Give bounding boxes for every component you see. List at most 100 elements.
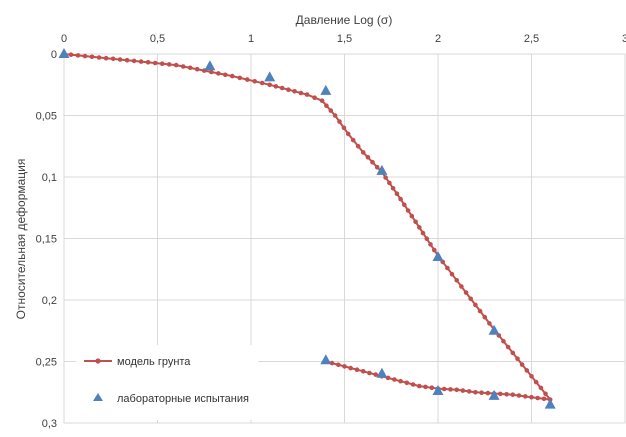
model-point	[498, 392, 503, 397]
x-tick-label: 2,5	[524, 33, 539, 45]
model-point	[383, 175, 388, 180]
lab-point	[264, 71, 275, 81]
model-point	[292, 89, 297, 94]
model-point	[181, 64, 186, 69]
model-point	[501, 339, 506, 344]
lab-point	[59, 48, 70, 58]
model-point	[305, 92, 310, 97]
model-point	[406, 208, 411, 213]
model-point	[280, 86, 285, 91]
x-tick-label: 0	[61, 33, 67, 45]
model-point	[111, 57, 116, 62]
model-point	[367, 371, 372, 376]
model-point	[337, 119, 342, 124]
model-point	[174, 63, 179, 68]
model-point	[342, 126, 347, 131]
model-point	[467, 389, 472, 394]
model-point	[448, 387, 453, 392]
model-point	[216, 71, 221, 76]
model-point	[245, 77, 250, 82]
model-point	[238, 76, 243, 81]
model-point	[542, 397, 547, 402]
model-point	[411, 382, 416, 387]
lab-point	[320, 85, 331, 95]
model-point	[299, 91, 304, 96]
y-tick-label: 0,2	[42, 295, 57, 307]
model-point	[324, 103, 329, 108]
model-point	[479, 390, 484, 395]
x-tick-label: 3	[622, 33, 626, 45]
model-point	[355, 367, 360, 372]
model-point	[146, 60, 151, 65]
model-point	[405, 381, 410, 386]
model-point	[487, 321, 492, 326]
y-tick-label: 0,1	[42, 172, 57, 184]
model-point	[506, 345, 511, 350]
model-point	[329, 108, 334, 113]
model-point	[517, 393, 522, 398]
model-point	[153, 61, 158, 66]
model-point	[473, 303, 478, 308]
model-point	[125, 58, 130, 63]
y-tick-label: 0,25	[36, 357, 57, 369]
y-tick-label: 0,15	[36, 234, 57, 246]
y-tick-label: 0,3	[42, 418, 57, 430]
model-point	[366, 155, 371, 160]
model-point	[473, 390, 478, 395]
model-point	[348, 366, 353, 371]
model-point	[534, 380, 539, 385]
model-point	[398, 379, 403, 384]
model-point	[356, 144, 361, 149]
legend-lab-label: лабораторные испытания	[117, 393, 249, 405]
legend-model-label: модель грунта	[117, 356, 191, 368]
model-point	[454, 388, 459, 393]
lab-point	[320, 354, 331, 364]
model-point	[167, 62, 172, 67]
model-point	[76, 53, 81, 58]
model-point	[486, 391, 491, 396]
model-point	[423, 385, 428, 390]
x-tick-label: 1,5	[337, 33, 352, 45]
model-point	[104, 56, 109, 61]
model-point	[504, 392, 509, 397]
model-point	[320, 98, 325, 103]
model-point	[230, 74, 235, 79]
model-point	[459, 284, 464, 289]
model-point	[515, 356, 520, 361]
model-point	[535, 396, 540, 401]
lab-point	[489, 325, 500, 335]
x-tick-label: 1	[248, 33, 254, 45]
model-point	[370, 160, 375, 165]
model-point	[387, 181, 392, 186]
y-tick-label: 0,05	[36, 111, 57, 123]
model-point	[346, 132, 351, 137]
model-point	[375, 165, 380, 170]
model-point	[454, 278, 459, 283]
model-point	[539, 386, 544, 391]
model-point	[286, 87, 291, 92]
model-point	[413, 220, 418, 225]
y-tick-label: 0	[51, 49, 57, 61]
model-point	[529, 374, 534, 379]
model-point	[468, 297, 473, 302]
x-tick-label: 2	[435, 33, 441, 45]
lab-point	[433, 251, 444, 261]
model-point	[336, 363, 341, 368]
lab-point	[489, 390, 500, 400]
model-point	[391, 186, 396, 191]
model-point	[160, 61, 165, 66]
model-point	[274, 84, 279, 89]
model-point	[395, 191, 400, 196]
lab-point	[204, 60, 215, 70]
model-point	[520, 362, 525, 367]
model-point	[430, 385, 435, 390]
y-axis-title: Относительная деформация	[14, 159, 28, 320]
model-point	[523, 394, 528, 399]
model-point	[342, 364, 347, 369]
model-point	[139, 59, 144, 64]
model-point	[464, 290, 469, 295]
model-point	[260, 81, 265, 86]
model-point	[90, 55, 95, 60]
